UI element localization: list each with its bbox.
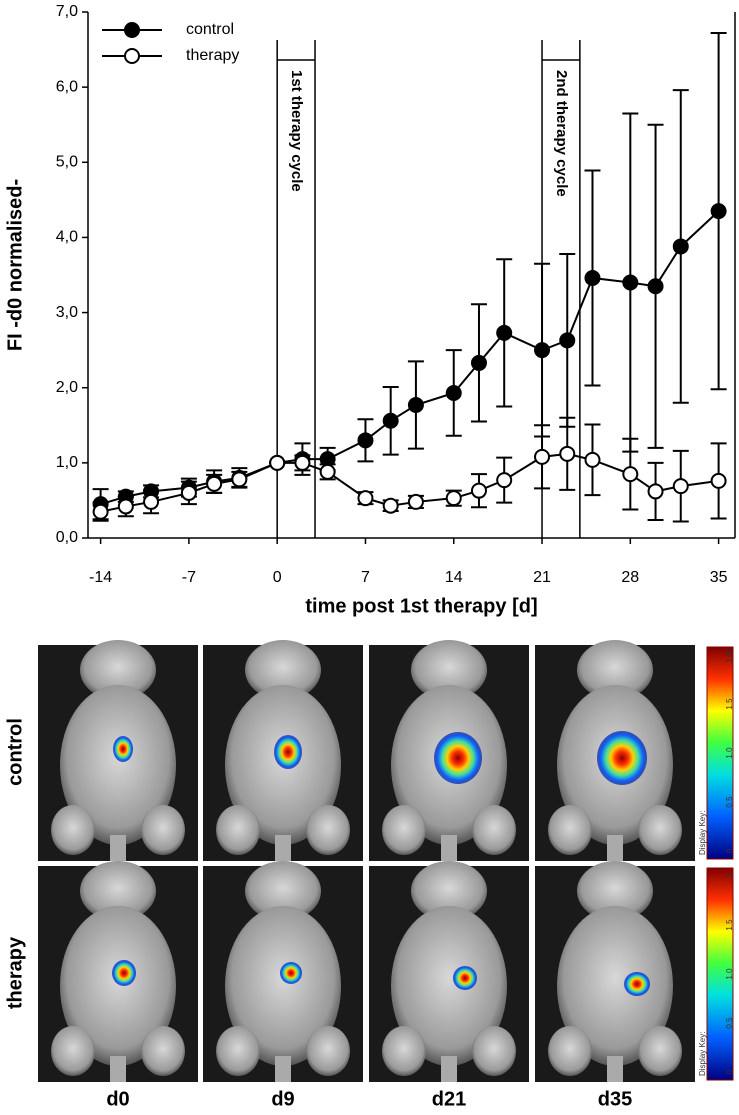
colorbar-tick: 2 [725,873,734,878]
y-tick-label: 5,0 [56,154,78,171]
marker [445,384,462,401]
x-tick-label: 0 [273,569,282,586]
marker [622,466,639,483]
colorbar-tick: 1.0 [725,968,734,980]
marker [672,238,689,255]
marker [117,498,134,515]
colorbar [706,646,734,860]
marker [534,342,551,359]
x-tick-label: -14 [89,569,112,586]
column-label: d35 [598,1088,632,1110]
marker [180,484,197,501]
marker [584,270,601,287]
marker [559,445,576,462]
marker [496,324,513,341]
colorbar-tick: 0 [725,848,734,853]
marker [647,278,664,295]
y-tick-label: 7,0 [56,3,78,20]
colorbar-title: Display Key: [698,1032,707,1076]
colorbar [706,867,734,1081]
marker [470,482,487,499]
marker [294,454,311,471]
row-label: therapy [4,936,26,1009]
image-row [38,640,695,861]
image-row [38,861,695,1082]
x-tick-label: 28 [621,569,639,586]
annotation: 2nd therapy cycle [553,70,570,197]
marker [382,497,399,514]
marker [710,203,727,220]
x-tick-label: -7 [182,569,196,586]
colorbar-tick: 1.87 [725,647,734,663]
marker [143,493,160,510]
legend-marker [124,48,140,64]
row-label: control [4,718,26,786]
marker [92,503,109,520]
marker [470,354,487,371]
x-tick-label: 7 [361,569,370,586]
colorbar-tick: 1.5 [725,919,734,931]
marker [269,454,286,471]
x-axis-label: time post 1st therapy [d] [305,595,537,617]
y-tick-label: 6,0 [56,78,78,95]
chart: 0,0 1,0 2,0 3,0 4,0 5,0 6,0 7,0 -14 -7 0 7 14 21 28 35 t… [4,3,736,617]
column-label: d0 [106,1088,129,1110]
column-label: d21 [432,1088,466,1110]
y-tick-label: 0,0 [56,529,78,546]
y-tick-label: 4,0 [56,229,78,246]
colorbar-tick: 0.5 [725,1017,734,1029]
marker [407,396,424,413]
marker [357,490,374,507]
marker [357,432,374,449]
colorbar-tick: 1.0 [725,747,734,759]
y-tick-label: 2,0 [56,379,78,396]
marker [496,472,513,489]
series-line [100,452,719,513]
colorbar-tick: 0.5 [725,796,734,808]
marker [559,332,576,349]
colorbar-tick: 0 [725,1069,734,1074]
x-tick-label: 35 [710,569,728,586]
x-tick-label: 21 [533,569,551,586]
marker [710,472,727,489]
y-axis-label: FI -d0 normalised- [4,179,26,351]
marker [445,490,462,507]
marker [584,451,601,468]
x-tick-label: 14 [445,569,463,586]
marker [206,475,223,492]
marker [534,448,551,465]
marker [672,478,689,495]
legend-label: therapy [186,47,239,64]
colorbar-title: Display Key: [698,811,707,855]
annotation: 1st therapy cycle [288,70,305,192]
marker [622,274,639,291]
marker [319,463,336,480]
colorbar-tick: 1.5 [725,698,734,710]
marker [382,412,399,429]
y-tick-label: 1,0 [56,454,78,471]
y-tick-label: 3,0 [56,304,78,321]
series-line [100,210,720,506]
column-label: d9 [271,1088,294,1110]
legend-label: control [186,21,234,38]
marker [407,493,424,510]
marker [647,483,664,500]
legend-marker [124,22,140,38]
marker [231,471,248,488]
